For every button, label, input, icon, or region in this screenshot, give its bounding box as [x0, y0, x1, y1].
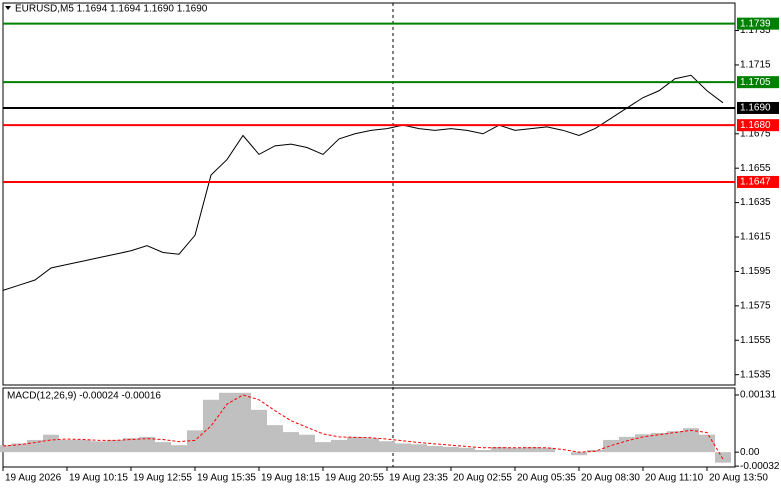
macd-bar	[75, 439, 91, 453]
macd-bar	[123, 438, 139, 453]
y-tick-label: -0.00032	[740, 461, 780, 472]
y-tick-label: 1.1575	[740, 300, 771, 311]
level-label-box	[737, 101, 779, 114]
level-label-box	[737, 76, 779, 89]
macd-bar	[27, 439, 43, 453]
level-label: 1.1690	[740, 103, 771, 114]
macd-bar	[475, 449, 491, 453]
macd-bar	[91, 441, 107, 453]
y-tick-label: 1.1715	[740, 60, 771, 71]
y-tick-label: 0.00	[740, 447, 760, 458]
level-label: 1.1705	[740, 77, 771, 88]
macd-bar	[667, 431, 683, 453]
macd-bar	[459, 447, 475, 453]
macd-bar	[603, 439, 619, 453]
level-label: 1.1680	[740, 120, 771, 131]
macd-bar	[187, 430, 203, 453]
macd-bar	[635, 434, 651, 453]
x-tick-label: 19 Aug 20:55	[325, 473, 384, 484]
x-tick-label: 19 Aug 15:35	[197, 473, 256, 484]
menu-arrow	[5, 6, 11, 10]
macd-bar	[571, 452, 587, 456]
x-tick-label: 19 Aug 12:55	[133, 473, 192, 484]
macd-bar	[411, 444, 427, 453]
macd-bar	[331, 439, 347, 453]
macd-bar	[443, 446, 459, 453]
macd-panel	[2, 387, 736, 468]
macd-bar	[299, 434, 315, 453]
y-tick-label: 0.00131	[740, 390, 777, 401]
macd-bar	[283, 432, 299, 453]
x-tick-label: 19 Aug 18:15	[261, 473, 320, 484]
macd-bar	[619, 436, 635, 453]
x-tick-label: 19 Aug 10:15	[69, 473, 128, 484]
y-tick-label: 1.1615	[740, 232, 771, 243]
macd-bar	[651, 432, 667, 453]
x-tick-label: 19 Aug 23:35	[389, 473, 448, 484]
level-label-box	[737, 119, 779, 132]
macd-bar	[171, 445, 187, 453]
macd-bar	[523, 446, 539, 453]
macd-bar	[715, 452, 731, 463]
y-tick-label: 1.1735	[740, 25, 771, 36]
macd-bar	[315, 442, 331, 453]
x-tick-label: 20 Aug 05:35	[517, 473, 576, 484]
x-tick-label: 20 Aug 13:50	[709, 473, 768, 484]
macd-bar	[235, 392, 251, 453]
macd-bar	[203, 399, 219, 453]
macd-bar	[107, 439, 123, 453]
macd-bar	[379, 441, 395, 453]
macd-bar	[683, 428, 699, 453]
y-tick-label: 1.1635	[740, 197, 771, 208]
macd-bar	[59, 439, 75, 453]
y-tick-label: 1.1535	[740, 369, 771, 380]
macd-bar	[219, 392, 235, 453]
macd-bar	[155, 442, 171, 453]
macd-bar	[267, 425, 283, 453]
signal-line	[2, 394, 724, 460]
macd-bar	[43, 434, 59, 453]
level-label: 1.1647	[740, 177, 771, 188]
y-tick-label: 1.1675	[740, 128, 771, 139]
y-tick-label: 1.1655	[740, 163, 771, 174]
macd-bar	[347, 436, 363, 453]
macd-bar	[427, 446, 443, 453]
price-line	[2, 74, 724, 291]
macd-bar	[251, 409, 267, 453]
macd-bar	[699, 434, 715, 453]
x-tick-label: 20 Aug 11:10	[645, 473, 704, 484]
chart-title: EURUSD,M5 1.1694 1.1694 1.1690 1.1690	[15, 4, 208, 15]
x-tick-label: 20 Aug 08:30	[581, 473, 640, 484]
level-label-box	[737, 17, 779, 30]
level-label: 1.1739	[740, 18, 771, 29]
macd-bar	[0, 445, 11, 453]
macd-title: MACD(12,26,9) -0.00024 -0.00016	[7, 391, 161, 402]
macd-bar	[11, 443, 27, 453]
macd-bar	[363, 438, 379, 453]
level-label-box	[737, 175, 779, 188]
macd-bar	[539, 447, 555, 453]
y-tick-label: 1.1595	[740, 266, 771, 277]
y-tick-label: 1.1555	[740, 335, 771, 346]
macd-bar	[507, 447, 523, 453]
macd-bar	[491, 446, 507, 453]
x-tick-label: 20 Aug 02:55	[453, 473, 512, 484]
macd-bar	[139, 436, 155, 453]
x-tick-label: 19 Aug 2026	[5, 473, 62, 484]
price-panel	[2, 2, 736, 386]
macd-bar	[395, 443, 411, 453]
